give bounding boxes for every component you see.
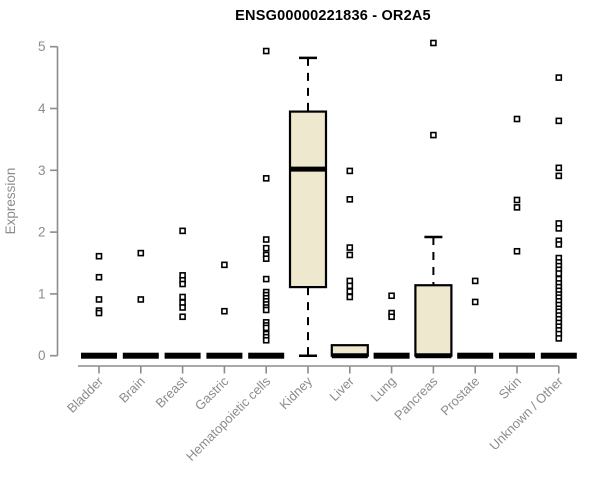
collapsed-box: [373, 352, 410, 359]
x-tick-label: Lung: [368, 374, 399, 405]
outlier-point: [179, 293, 186, 301]
y-tick-label: 5: [38, 39, 46, 54]
outlier-point: [262, 336, 270, 344]
box-skin: [499, 115, 535, 359]
x-tick-label: Kidney: [276, 373, 315, 412]
x-tick-label: Gastric: [192, 373, 232, 413]
outlier-point: [262, 47, 270, 55]
outlier-point: [95, 252, 103, 260]
x-tick-label: Pancreas: [391, 373, 441, 423]
box-unknown-other: [540, 74, 577, 359]
outlier-point: [179, 227, 186, 235]
collapsed-box: [81, 352, 117, 359]
collapsed-box: [248, 352, 285, 359]
box-pancreas: [414, 39, 453, 359]
box-prostate: [457, 277, 494, 359]
box-liver: [330, 167, 369, 359]
outlier-point: [388, 313, 395, 321]
outlier-point: [555, 172, 563, 180]
y-tick-label: 0: [38, 348, 46, 363]
outlier-point: [471, 298, 479, 306]
outlier-point: [513, 196, 521, 204]
outlier-point: [179, 304, 186, 311]
chart-title: ENSG00000221836 - OR2A5: [235, 8, 431, 24]
outlier-point: [430, 39, 437, 47]
outlier-point: [388, 292, 395, 300]
outlier-point: [513, 115, 521, 123]
outlier-point: [555, 74, 563, 81]
box-breast: [164, 227, 201, 359]
outlier-point: [555, 164, 563, 172]
y-axis: 0 1 2 3 4 5 Expression: [3, 39, 59, 363]
outlier-point: [221, 307, 228, 315]
x-tick-label: Brain: [116, 374, 148, 406]
iqr-box: [288, 110, 328, 289]
outlier-point: [471, 277, 479, 285]
x-tick-label: Liver: [326, 373, 357, 404]
outlier-point: [555, 270, 563, 277]
y-tick-label: 3: [38, 163, 46, 178]
outlier-point: [137, 296, 145, 303]
outlier-point: [430, 131, 437, 139]
x-tick-label: Skin: [496, 374, 524, 402]
outlier-point: [95, 296, 103, 303]
box-lung: [373, 292, 410, 359]
box-gastric: [206, 261, 243, 359]
outlier-point: [262, 236, 270, 243]
outlier-point: [262, 244, 270, 252]
outlier-point: [346, 293, 354, 301]
outlier-point: [221, 261, 228, 269]
outlier-point: [555, 241, 563, 248]
outlier-point: [346, 251, 354, 259]
x-tick-label: Prostate: [437, 374, 482, 419]
outlier-point: [346, 167, 354, 175]
outlier-point: [555, 335, 563, 342]
x-tick-label: Unknown / Other: [486, 373, 566, 453]
outlier-point: [95, 273, 103, 281]
outlier-point: [262, 255, 270, 262]
outlier-point: [262, 306, 270, 314]
outlier-point: [346, 288, 354, 295]
outlier-point: [346, 282, 354, 290]
box-brain: [122, 249, 159, 359]
outlier-point: [262, 275, 270, 283]
collapsed-box: [499, 352, 535, 359]
outlier-point: [555, 225, 563, 232]
outlier-point: [346, 196, 354, 203]
y-axis-title: Expression: [3, 168, 18, 235]
outlier-point: [179, 280, 186, 288]
outlier-point: [513, 247, 521, 255]
outlier-point: [137, 249, 145, 257]
y-tick-label: 2: [38, 225, 46, 240]
collapsed-box: [540, 352, 577, 359]
outlier-point: [262, 175, 270, 182]
outlier-point: [555, 117, 563, 125]
collapsed-box: [164, 352, 201, 359]
outlier-point: [262, 324, 270, 332]
collapsed-box: [122, 352, 159, 359]
x-tick-label: Bladder: [64, 373, 107, 416]
box-bladder: [81, 252, 117, 359]
outlier-point: [513, 204, 521, 211]
outlier-point: [179, 313, 186, 321]
box-hematopoietic-cells: [248, 47, 285, 359]
x-tick-label: Breast: [153, 373, 190, 410]
y-tick-label: 1: [38, 286, 46, 301]
iqr-box: [414, 284, 453, 357]
box-kidney: [288, 56, 328, 357]
outlier-point: [346, 244, 354, 251]
outlier-point: [95, 309, 103, 317]
y-tick-label: 4: [38, 101, 46, 116]
collapsed-box: [206, 352, 243, 359]
collapsed-box: [457, 352, 494, 359]
